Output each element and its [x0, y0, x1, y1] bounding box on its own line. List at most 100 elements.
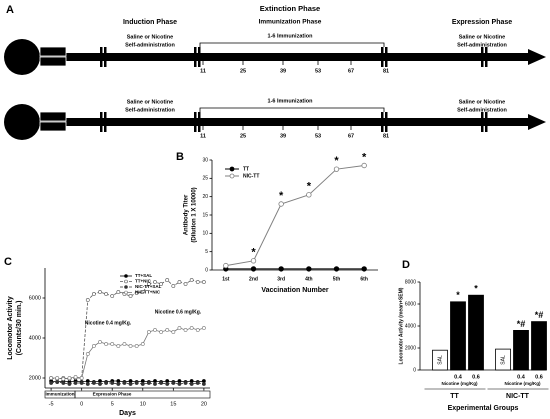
data-point [61, 381, 66, 385]
data-point [79, 381, 84, 385]
data-point [159, 282, 164, 286]
data-point [223, 262, 229, 269]
bar-label: NIC [473, 355, 479, 364]
immunization-bracket [199, 107, 385, 112]
day-on-bar: 115 [485, 55, 495, 61]
data-point [55, 376, 60, 380]
phase-note: Saline or Nicotine [127, 34, 173, 40]
data-point [128, 344, 133, 348]
data-point [195, 381, 200, 385]
data-point [146, 381, 151, 385]
days-unit: Days [519, 119, 532, 125]
data-point [140, 382, 145, 386]
data-point [195, 328, 200, 332]
legend-label: NIC-TT+SAL [135, 284, 162, 289]
significance-marker: * [307, 181, 312, 193]
significance-marker: *# [517, 319, 526, 329]
panel-label: A [6, 4, 14, 16]
x-axis-title: Experimental Groups [448, 405, 519, 412]
timeline-arrow [528, 114, 546, 130]
phase-label: Expression Phase [93, 392, 132, 397]
significance-marker: * [279, 190, 284, 202]
data-point [122, 342, 127, 346]
group-n: (n = 20) [12, 59, 32, 65]
dose-label: 0.6 [472, 374, 480, 380]
data-point [49, 381, 54, 385]
phase-note: Self-administration [125, 107, 175, 113]
y-tick-label: 8000 [405, 279, 416, 285]
significance-marker: *# [535, 310, 544, 320]
y-tick-label: 6000 [405, 301, 416, 307]
dose-label: 0.4 [454, 374, 463, 380]
significance-marker: * [474, 284, 478, 294]
phase-marker [100, 112, 103, 132]
bar-label: NIC [518, 355, 524, 364]
data-point [189, 382, 194, 386]
data-point [201, 280, 206, 284]
data-point [110, 294, 115, 298]
y-tick-label: 25 [202, 176, 208, 182]
phase-box [74, 390, 211, 399]
box-label: SAL (n=10) [43, 49, 64, 54]
bar-text: Saline Self-Administration [253, 120, 328, 126]
data-point [189, 278, 194, 282]
data-point [85, 298, 90, 302]
day-below: 81 [383, 68, 389, 74]
bar [468, 294, 484, 371]
group-box [39, 56, 67, 67]
day-below: 11 [200, 133, 206, 139]
data-point [361, 162, 367, 169]
data-point [110, 342, 115, 346]
dose-title: Nicotine (mg/Kg) [442, 381, 478, 386]
phase-marker [198, 47, 201, 67]
legend-label: TT [243, 166, 249, 172]
phase-marker [104, 112, 107, 132]
series-line [51, 279, 204, 380]
panel-label: D [402, 259, 410, 271]
phase-marker [385, 112, 388, 132]
y-tick-label: 6000 [29, 295, 41, 301]
data-point [171, 330, 176, 334]
data-point [171, 381, 176, 385]
group-n: (n = 20) [12, 124, 32, 130]
data-point [49, 376, 54, 380]
dose-label: 0.6 [535, 374, 543, 380]
phase-note: Saline or Nicotine [127, 99, 173, 105]
bar-text: Saline Self-Administration [253, 55, 328, 61]
data-point [73, 375, 78, 379]
annotation: Nicotine 0.6 mg/Kg. [155, 309, 202, 315]
legend-label: TT+NIC [135, 279, 152, 284]
y-tick-label: 30 [202, 157, 208, 163]
significance-marker: * [251, 247, 256, 259]
data-point [165, 278, 170, 282]
group-circle [4, 104, 40, 140]
data-point [146, 282, 151, 286]
legend-marker [124, 285, 128, 289]
y-tick-label: 0 [205, 267, 208, 273]
x-tick-label: 3rd [277, 276, 285, 282]
annotation: Nicotine 0.4 mg/Kg. [85, 320, 132, 326]
y-axis-title: (Dilution 1 X 10000) [192, 187, 198, 242]
legend-marker [124, 274, 128, 278]
y-tick-label: 4000 [405, 323, 416, 329]
data-point [98, 382, 102, 386]
day-below: 53 [315, 133, 321, 139]
group-circle [4, 39, 40, 75]
legend-marker [229, 173, 235, 179]
day-below: 81 [383, 133, 389, 139]
phase-title: Expression Phase [452, 19, 512, 26]
immunization-label: 1-6 Immunization [268, 98, 314, 104]
group-label: NIC-TT [506, 393, 530, 400]
data-point [91, 344, 96, 348]
bar [531, 321, 547, 371]
data-point [278, 266, 284, 272]
x-tick-label: 5th [333, 276, 341, 282]
data-point [85, 382, 90, 386]
data-point [116, 344, 121, 348]
x-tick-label: 20 [201, 401, 207, 407]
data-point [201, 382, 206, 386]
data-point [153, 382, 157, 386]
series-line [51, 327, 205, 380]
phase-title: Immunization Phase [259, 19, 322, 26]
